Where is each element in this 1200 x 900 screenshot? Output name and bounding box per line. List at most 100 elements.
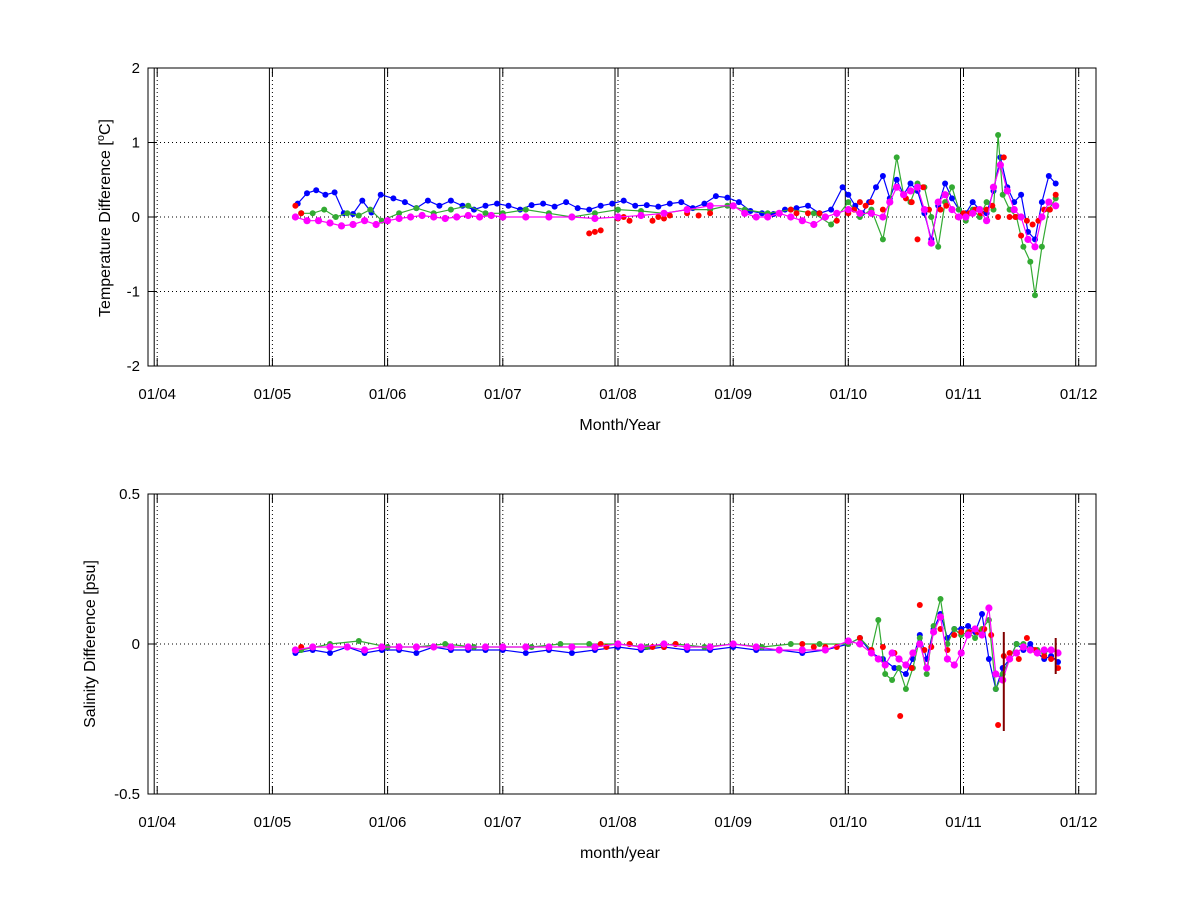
temperature-series-magenta-point — [900, 191, 908, 199]
temperature-series-magenta-point — [637, 211, 645, 220]
temperature-series-magenta-point — [303, 217, 311, 225]
temperature-series-red-point — [1000, 154, 1007, 161]
salinity-series-green-point — [816, 641, 823, 647]
salinity-series-magenta-point — [909, 649, 917, 657]
temperature-series-green-point — [893, 154, 900, 161]
salinity-grid — [148, 494, 1096, 794]
salinity-x-tick-label: 01/11 — [945, 814, 981, 831]
temperature-series-magenta-point — [867, 209, 876, 217]
temperature-series-blue-point — [632, 202, 639, 209]
temperature-series-magenta-point — [372, 220, 380, 229]
temperature-x-tick-label: 01/04 — [138, 386, 176, 403]
salinity-series-magenta-point — [957, 649, 965, 657]
salinity-series-green-point — [557, 641, 564, 647]
salinity-series-magenta-point — [378, 643, 386, 651]
salinity-series-red-point — [1015, 656, 1022, 662]
temperature-series-magenta-point — [775, 209, 783, 217]
temperature-series-magenta-point — [752, 213, 760, 221]
temperature-y-label-superscript: o — [95, 135, 107, 141]
salinity-series-green-point — [882, 671, 889, 677]
temperature-series-blue-point — [701, 200, 708, 207]
salinity-series-green-point — [944, 641, 951, 647]
temperature-series-blue-point — [447, 197, 454, 204]
temperature-series-red-point — [1029, 221, 1036, 228]
temperature-series-red-point — [649, 217, 656, 224]
salinity-series-green-point — [355, 638, 362, 644]
salinity-series-magenta-point — [1012, 649, 1021, 657]
temperature-series-red-point — [868, 199, 875, 206]
temperature-series-magenta-point — [920, 206, 929, 214]
temperature-series-green-point — [355, 212, 362, 219]
salinity-series-green-point — [992, 686, 999, 692]
temperature-series-magenta-point — [453, 213, 461, 221]
temperature-x-tick-label: 01/05 — [254, 386, 292, 403]
temperature-series-magenta-point — [741, 209, 749, 217]
temperature-series-green-point — [828, 221, 835, 228]
temperature-series-blue-point — [551, 203, 558, 210]
salinity-x-tick-label: 01/09 — [714, 814, 752, 831]
salinity-y-axis-label: Salinity Difference [psu] — [82, 560, 99, 728]
salinity-series-magenta-point — [291, 646, 299, 654]
temperature-panel: 01/04 01/05 01/06 01/07 01/08 01/09 01/10 01/11… — [95, 60, 1097, 434]
temperature-series-green-point — [396, 210, 403, 217]
salinity-series-magenta-point — [395, 643, 403, 651]
salinity-series-magenta-point — [856, 640, 864, 648]
salinity-series-green-point — [787, 641, 794, 647]
temperature-series-blue-point — [1052, 180, 1059, 187]
temperature-series-magenta-point — [614, 213, 622, 221]
salinity-series-magenta-point — [361, 646, 369, 654]
temperature-series-magenta-point — [499, 213, 507, 221]
temperature-y-label-part-1: Temperature Difference [ — [97, 141, 114, 317]
temperature-series-red-point — [695, 212, 702, 219]
salinity-series-magenta-point — [999, 676, 1007, 684]
temperature-series-red-point — [816, 210, 823, 217]
salinity-series-magenta-point — [1047, 646, 1055, 654]
temperature-series-red-point — [1046, 206, 1053, 213]
temperature-series-magenta-point — [395, 214, 403, 223]
temperature-series-blue-point — [494, 200, 500, 207]
salinity-series-blue-point — [891, 665, 898, 671]
temperature-series-magenta-point — [291, 213, 299, 221]
temperature-x-tick-label: 01/08 — [599, 386, 637, 403]
temperature-series-red-point — [1006, 214, 1013, 220]
temperature-series-blue-point — [620, 197, 627, 204]
temperature-series-red-point — [920, 184, 927, 191]
temperature-series-magenta-point — [893, 183, 901, 191]
temperature-series-magenta-point — [314, 217, 323, 225]
salinity-series-blue-point — [327, 650, 333, 656]
temperature-series-magenta-point — [934, 198, 942, 206]
salinity-series-magenta-point — [1040, 646, 1048, 654]
temperature-series-magenta-point — [1045, 198, 1053, 206]
salinity-series-red-point — [1041, 653, 1048, 659]
temperature-series-blue-point — [528, 202, 535, 209]
salinity-x-tick-label: 01/06 — [369, 814, 407, 831]
salinity-x-tick-label: 01/04 — [138, 814, 176, 831]
temperature-series-red-point — [856, 199, 863, 206]
temperature-series-magenta-point — [969, 209, 977, 217]
temperature-series-magenta-point — [568, 213, 576, 221]
temperature-series-magenta-point — [1024, 235, 1032, 243]
salinity-series-magenta-point — [992, 670, 1000, 678]
temperature-y-axis-label: Temperature Difference [oC] — [95, 119, 114, 317]
temperature-series-blue-point — [655, 203, 662, 210]
temperature-series-magenta-point — [879, 213, 887, 221]
salinity-series-magenta-point — [464, 643, 472, 651]
salinity-series-magenta-point — [545, 643, 553, 651]
temperature-series-magenta-point — [1003, 187, 1011, 195]
temperature-series-magenta-point — [1031, 243, 1039, 251]
temperature-series-blue-point — [482, 202, 489, 209]
temperature-x-axis-label: Month/Year — [579, 417, 661, 434]
temperature-series-blue-point — [322, 191, 329, 198]
salinity-series-red-point — [879, 644, 886, 650]
temperature-series-green-point — [810, 210, 817, 217]
temperature-series-magenta-point — [476, 213, 484, 221]
salinity-series-magenta-point — [874, 655, 882, 663]
temperature-series-green-point — [367, 206, 374, 213]
temperature-series-blue-point — [873, 184, 879, 191]
temperature-y-label-part-3: C] — [97, 119, 114, 135]
temperature-series-blue-point — [586, 206, 593, 213]
temperature-series-red-point — [937, 206, 944, 213]
salinity-series-blue-point — [902, 671, 909, 677]
temperature-series-blue-point — [390, 195, 397, 202]
temperature-series-blue-point — [828, 206, 835, 213]
